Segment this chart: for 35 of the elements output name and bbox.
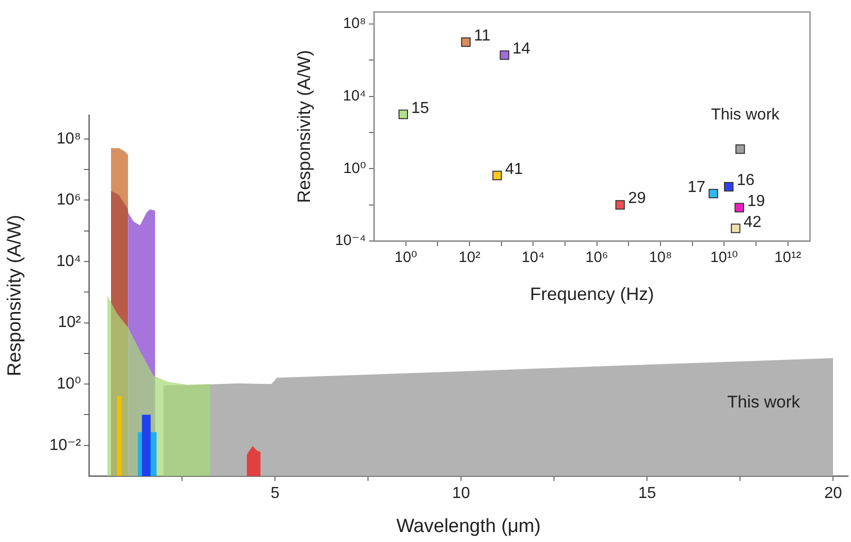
x-tick-label: 5 xyxy=(270,485,280,502)
x-tick-label: 15 xyxy=(638,485,656,502)
series-label: 15 xyxy=(411,100,430,117)
series-label: 42 xyxy=(744,214,762,231)
x-axis-title: Wavelength (μm) xyxy=(396,516,541,537)
y-tick-label: 10⁶ xyxy=(56,192,81,209)
x-tick-label: 10⁴ xyxy=(522,249,545,266)
y-tick-label: 10⁸ xyxy=(56,130,81,148)
x-tick-label: 10⁰ xyxy=(394,249,418,266)
x-tick-label: 10⁸ xyxy=(648,249,672,266)
y-tick-label: 10⁻⁴ xyxy=(334,232,366,250)
y-axis-title: Responsivity (A/W) xyxy=(294,50,314,204)
x-tick-label: 10 xyxy=(452,485,470,502)
series-label: 16 xyxy=(736,172,755,190)
series-label: 41 xyxy=(505,160,524,178)
series-label: 17 xyxy=(688,178,706,196)
y-tick-label: 10⁰ xyxy=(343,160,366,177)
x-tick-label: 10¹² xyxy=(774,249,802,266)
x-tick-label: 10¹⁰ xyxy=(710,249,738,266)
y-tick-label: 10⁴ xyxy=(342,87,366,104)
series-label: 29 xyxy=(628,190,646,208)
y-tick-label: 10⁸ xyxy=(342,15,366,32)
y-tick-label: 10⁻² xyxy=(49,436,82,454)
series-label: 11 xyxy=(474,27,491,44)
series-label: 14 xyxy=(512,40,530,58)
y-tick-label: 10² xyxy=(58,314,82,332)
x-tick-label: 20 xyxy=(824,485,842,502)
x-tick-label: 10⁶ xyxy=(585,249,608,266)
y-tick-label: 10⁰ xyxy=(56,375,81,392)
series-label: This work xyxy=(710,106,780,124)
series-label: 19 xyxy=(747,193,766,210)
x-tick-label: 10² xyxy=(458,249,480,266)
x-axis-title: Frequency (Hz) xyxy=(530,284,654,304)
y-axis-title: Responsivity (A/W) xyxy=(4,214,26,376)
annotation: This work xyxy=(727,392,800,412)
